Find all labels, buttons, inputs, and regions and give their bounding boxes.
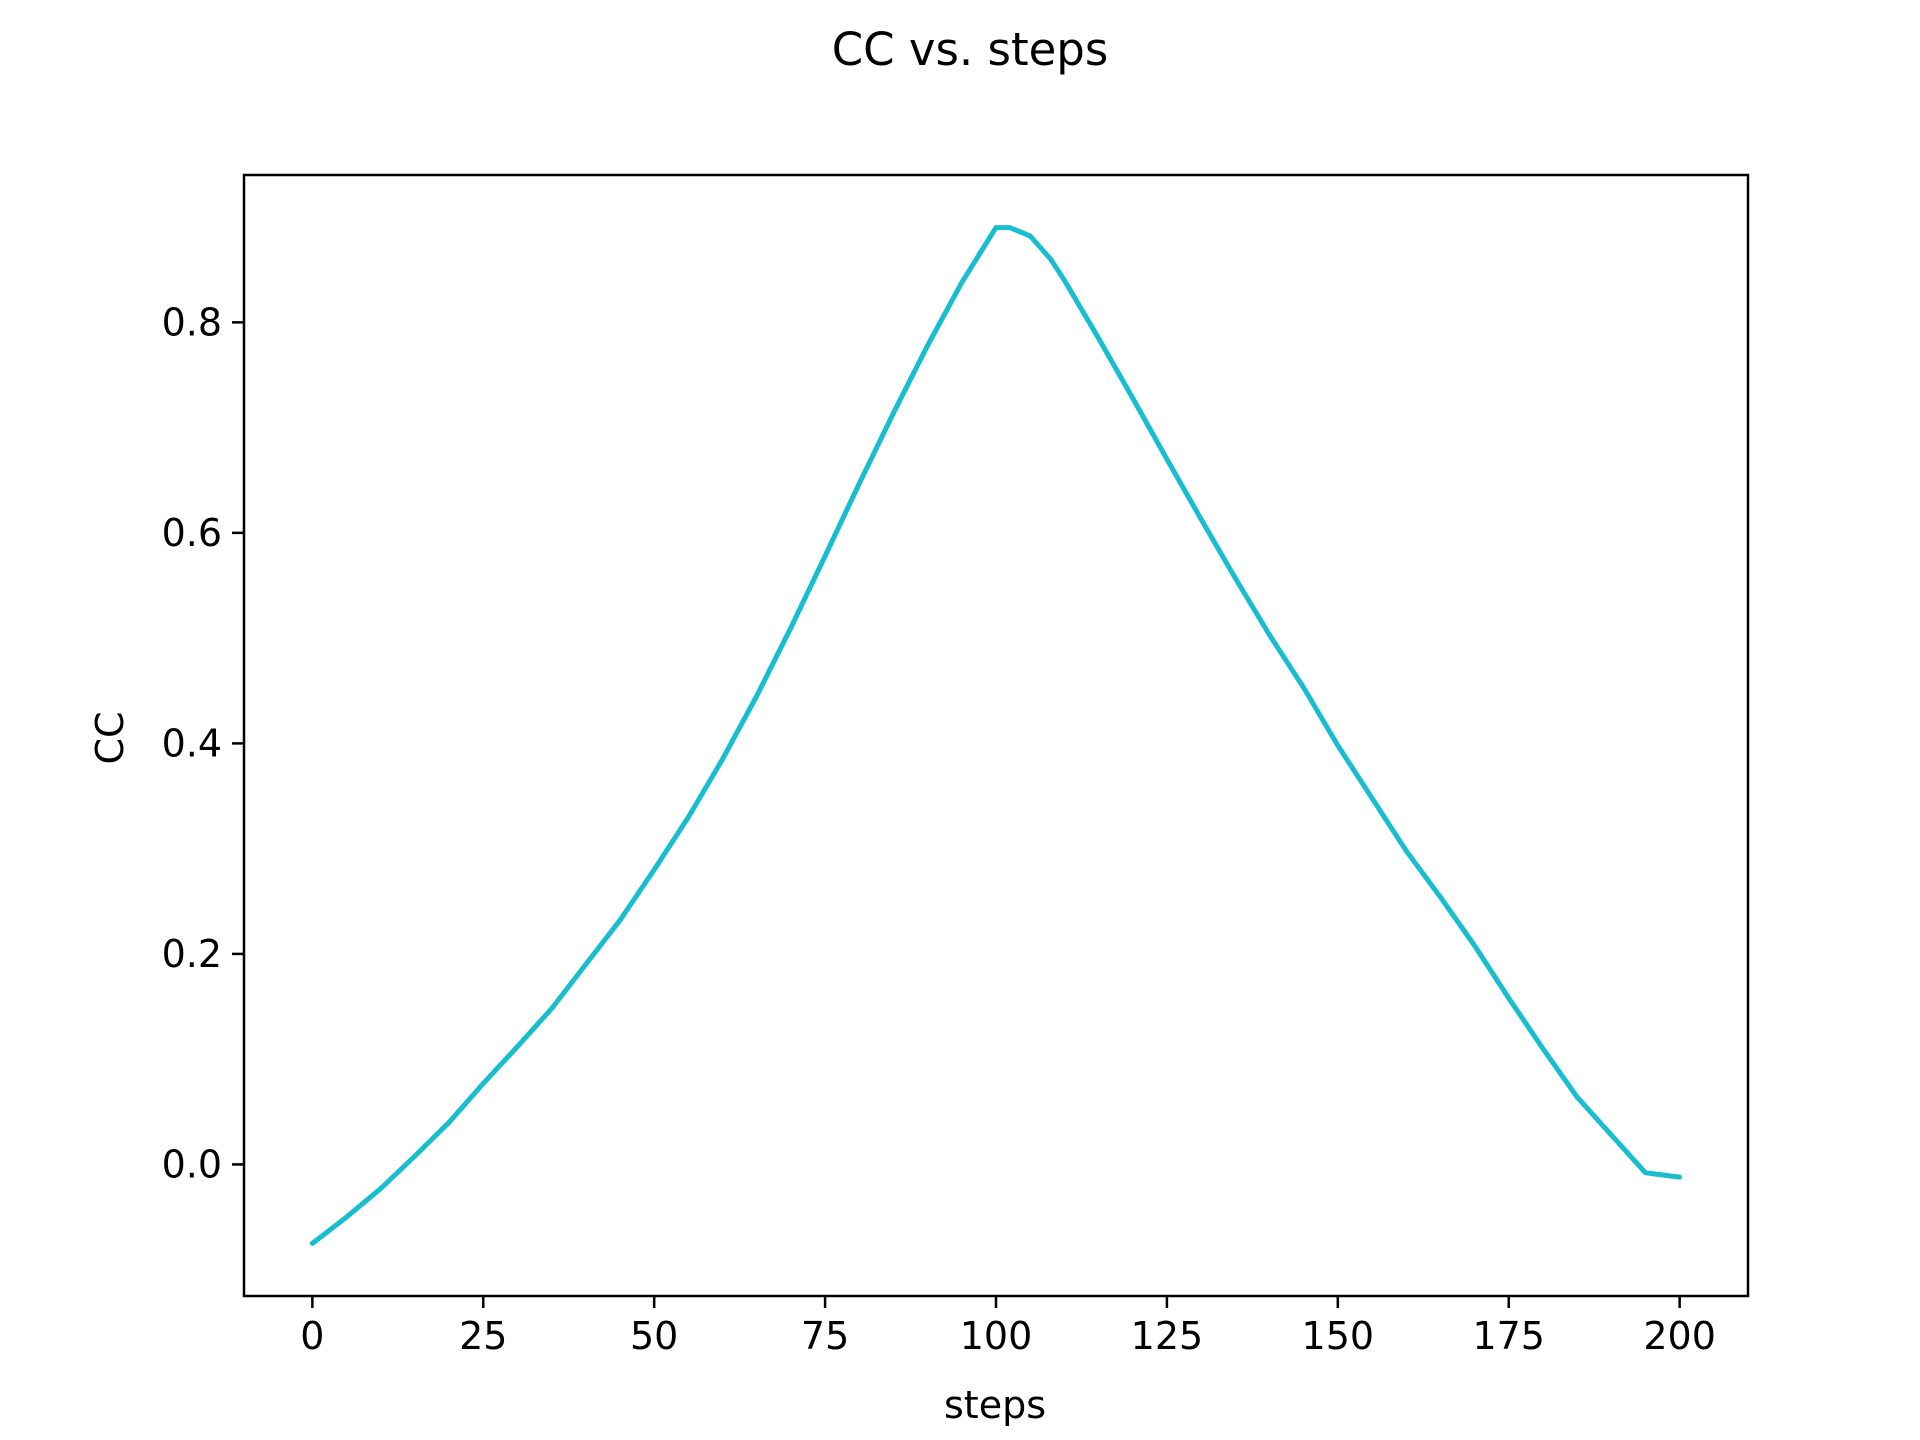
series-line-0 xyxy=(309,225,1683,1246)
y-tick-label: 0.6 xyxy=(162,511,222,555)
x-tick-label: 175 xyxy=(1472,1314,1545,1358)
y-tick-label: 0.2 xyxy=(162,932,222,976)
x-axis-label: steps xyxy=(944,1383,1046,1427)
y-axis-label: CC xyxy=(88,711,132,764)
x-tick-label: 150 xyxy=(1302,1314,1375,1358)
x-tick-label: 125 xyxy=(1131,1314,1204,1358)
y-tick-label: 0.8 xyxy=(162,300,222,344)
x-tick-label: 25 xyxy=(459,1314,507,1358)
x-tick-label: 75 xyxy=(801,1314,849,1358)
x-tick-label: 50 xyxy=(630,1314,678,1358)
plot-area: 0 25 50 75 100 125 150 175 200 0.0 0.2 0.4 0.6 0.8 xyxy=(162,173,1750,1358)
y-tick-label: 0.4 xyxy=(162,721,222,765)
y-tick-label: 0.0 xyxy=(162,1142,222,1186)
x-tick-label: 200 xyxy=(1643,1314,1716,1358)
x-tick-label: 0 xyxy=(300,1314,324,1358)
chart-title: CC vs. steps xyxy=(832,23,1109,76)
x-tick-label: 100 xyxy=(960,1314,1033,1358)
